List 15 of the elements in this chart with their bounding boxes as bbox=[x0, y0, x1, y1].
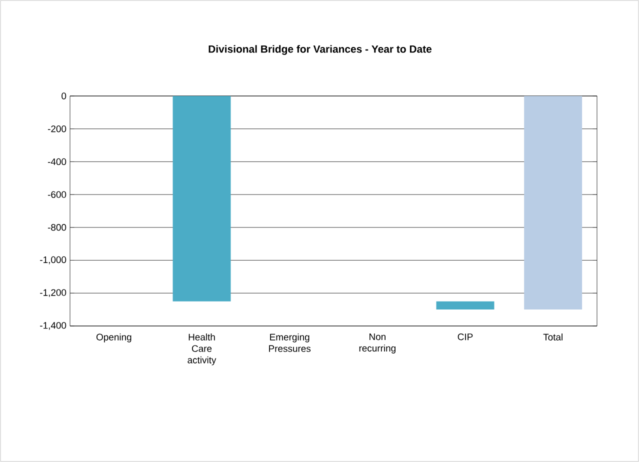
y-tick-label: -1,200 bbox=[40, 289, 66, 298]
chart-title: Divisional Bridge for Variances - Year to Date bbox=[208, 45, 432, 55]
y-tick-label: -1,400 bbox=[40, 322, 66, 330]
y-tick-label: -200 bbox=[48, 125, 66, 132]
y-tick-label: -600 bbox=[48, 191, 66, 198]
x-tick-label: Non recurring bbox=[359, 334, 396, 354]
x-tick-label: Opening bbox=[96, 334, 132, 342]
x-tick-label: Emerging Pressures bbox=[269, 334, 311, 352]
y-tick-label: -800 bbox=[48, 224, 66, 231]
y-tick-label: -400 bbox=[48, 158, 66, 166]
x-tick-label: Total bbox=[543, 334, 562, 340]
y-tick-label: -1,000 bbox=[40, 256, 66, 264]
y-tick-label: 0 bbox=[62, 92, 66, 100]
x-tick-label: CIP bbox=[458, 334, 473, 340]
x-tick-label: Health Care activity bbox=[188, 334, 216, 366]
